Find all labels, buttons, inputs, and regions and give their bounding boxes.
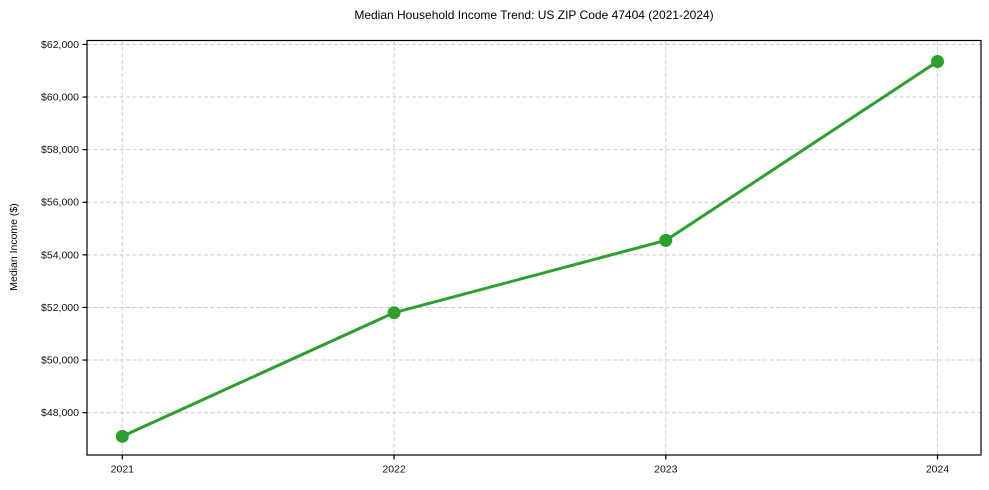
data-point-2023 [659, 233, 673, 247]
data-point-2022 [387, 306, 401, 320]
x-tick-label: 2023 [654, 464, 678, 476]
y-tick-label: $50,000 [41, 355, 79, 367]
x-tick-label: 2024 [926, 464, 950, 476]
chart-title: Median Household Income Trend: US ZIP Co… [354, 8, 714, 22]
data-point-2021 [115, 429, 129, 443]
y-tick-label: $54,000 [41, 249, 79, 261]
data-point-2024 [931, 55, 945, 69]
y-tick-label: $60,000 [41, 92, 79, 104]
income-trend-line [120, 60, 940, 438]
y-tick-label: $58,000 [41, 144, 79, 156]
y-tick-label: $48,000 [41, 407, 79, 419]
plot-border [86, 39, 982, 456]
x-tick-label: 2021 [111, 464, 135, 476]
x-tick-label: 2022 [382, 464, 406, 476]
y-tick-label: $62,000 [41, 39, 79, 51]
y-tick-label: $56,000 [41, 197, 79, 209]
y-tick-label: $52,000 [41, 302, 79, 314]
